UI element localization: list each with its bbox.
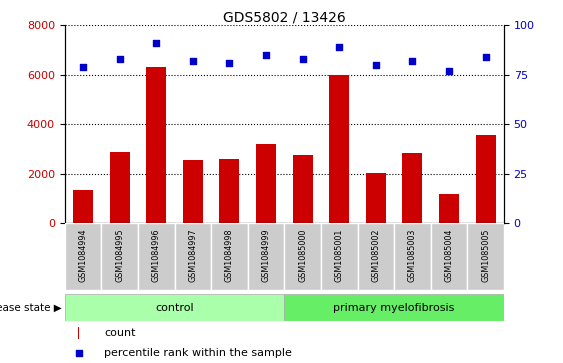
Bar [101, 223, 138, 290]
Bar [394, 223, 431, 290]
Title: GDS5802 / 13426: GDS5802 / 13426 [223, 10, 346, 24]
Text: GSM1085004: GSM1085004 [445, 229, 453, 282]
Point [188, 58, 197, 64]
Bar [358, 223, 394, 290]
Bar [284, 294, 504, 321]
Bar [73, 190, 93, 223]
Bar [183, 160, 203, 223]
Text: GSM1084996: GSM1084996 [152, 229, 160, 282]
Bar [284, 223, 321, 290]
Point [408, 58, 417, 64]
Text: GSM1085003: GSM1085003 [408, 229, 417, 282]
Text: GSM1085002: GSM1085002 [372, 229, 380, 282]
Text: GSM1084998: GSM1084998 [225, 229, 234, 282]
Text: GSM1085001: GSM1085001 [335, 229, 343, 282]
Bar [146, 68, 166, 223]
Bar [110, 151, 129, 223]
Text: disease state ▶: disease state ▶ [0, 303, 62, 313]
Text: count: count [104, 328, 136, 338]
Text: GSM1085005: GSM1085005 [481, 229, 490, 282]
Text: GSM1084995: GSM1084995 [115, 229, 124, 282]
Point [225, 60, 234, 66]
Bar [220, 159, 239, 223]
Text: control: control [155, 303, 194, 313]
Bar [329, 75, 349, 223]
Point [79, 64, 88, 70]
Point [445, 68, 454, 74]
Text: GSM1084994: GSM1084994 [79, 229, 87, 282]
Bar [175, 223, 211, 290]
Point [298, 56, 307, 62]
Bar [65, 294, 284, 321]
Bar [476, 135, 495, 223]
Bar [366, 172, 386, 223]
Point [115, 56, 124, 62]
Bar [65, 223, 101, 290]
Bar [467, 223, 504, 290]
Text: percentile rank within the sample: percentile rank within the sample [104, 348, 292, 358]
Bar [248, 223, 284, 290]
Point [481, 54, 490, 60]
Bar [256, 144, 276, 223]
Bar [403, 153, 422, 223]
Point [152, 40, 161, 46]
Point [261, 52, 270, 58]
Bar [138, 223, 175, 290]
Text: primary myelofibrosis: primary myelofibrosis [333, 303, 455, 313]
Point [74, 350, 83, 356]
Bar [78, 327, 79, 339]
Text: GSM1084999: GSM1084999 [262, 229, 270, 282]
Bar [439, 193, 459, 223]
Text: GSM1085000: GSM1085000 [298, 229, 307, 282]
Bar [211, 223, 248, 290]
Point [334, 44, 343, 50]
Bar [321, 223, 358, 290]
Bar [293, 155, 312, 223]
Text: GSM1084997: GSM1084997 [189, 229, 197, 282]
Bar [431, 223, 467, 290]
Point [372, 62, 381, 68]
